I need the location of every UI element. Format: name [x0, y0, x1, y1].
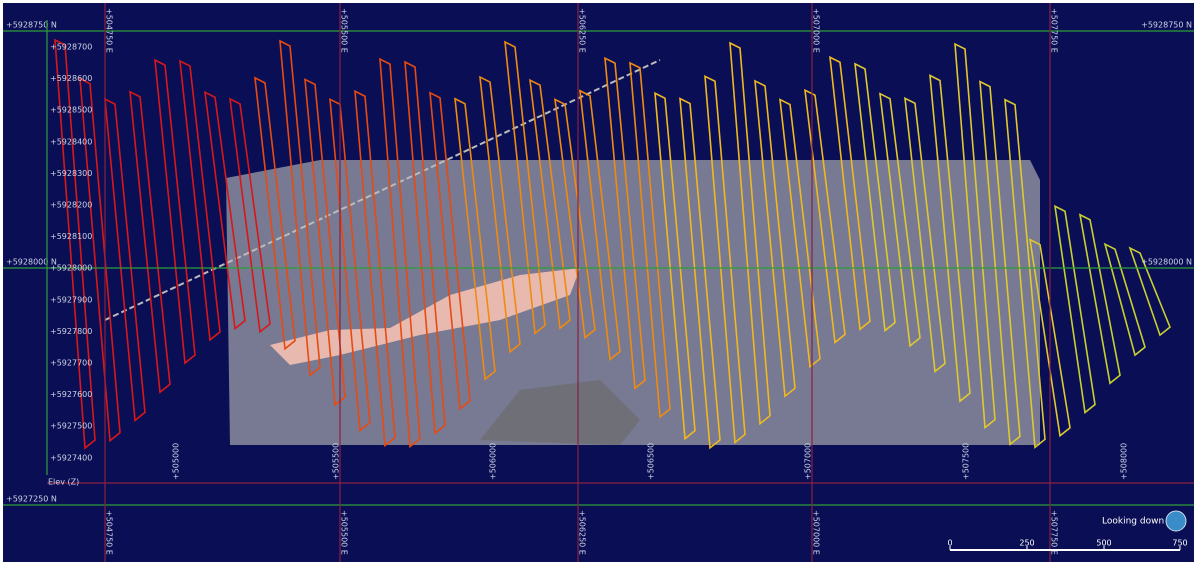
north-minor-label: +5927600: [50, 390, 92, 399]
survey-line: [954, 42, 996, 430]
scale-label: 750: [1172, 539, 1187, 548]
survey-line: [429, 91, 471, 411]
east-label: +505500 E: [340, 510, 349, 555]
east-minor-label: +506000: [489, 443, 498, 480]
survey-line: [229, 97, 271, 334]
survey-line: [129, 90, 171, 394]
survey-line: [754, 79, 796, 398]
east-label: +507000 E: [812, 510, 821, 555]
east-label: +507750 E: [1050, 510, 1059, 555]
north-minor-label: +5927900: [50, 295, 92, 304]
survey-line: [354, 89, 396, 448]
north-minor-label: +5928300: [50, 169, 92, 178]
east-label: +505500 E: [340, 8, 349, 53]
survey-line: [79, 77, 121, 443]
east-label: +507750 E: [1050, 8, 1059, 53]
north-label: +5928750 N: [1141, 21, 1192, 30]
traverse: [104, 59, 661, 321]
survey-line: [654, 91, 696, 441]
east-minor-label: +507500: [962, 443, 971, 480]
survey-line: [329, 97, 371, 433]
survey-line: [454, 97, 496, 381]
north-label: +5928000 N: [1141, 258, 1192, 267]
east-minor-label: +508000: [1120, 443, 1129, 480]
survey-line: [729, 41, 771, 426]
survey-line: [279, 39, 321, 377]
east-label: +504750 E: [105, 8, 114, 53]
north-minor-label: +5928600: [50, 74, 92, 83]
compass[interactable]: [1165, 510, 1187, 532]
north-minor-label: +5928100: [50, 232, 92, 241]
north-minor-label: +5928000: [50, 264, 92, 273]
survey-line: [154, 58, 196, 365]
east-label: +507000 E: [812, 8, 821, 53]
survey-line: [879, 92, 921, 348]
survey-line: [1128, 246, 1171, 337]
north-minor-label: +5927400: [50, 453, 92, 462]
survey-line: [554, 98, 596, 340]
survey-line: [629, 61, 671, 419]
north-label: +5928750 N: [6, 21, 57, 30]
terrain-shadow: [480, 380, 640, 445]
survey-line: [704, 74, 746, 445]
north-minor-label: +5928500: [50, 106, 92, 115]
survey-line: [854, 62, 896, 333]
survey-line: [254, 76, 296, 351]
survey-line: [504, 40, 546, 335]
survey-line: [54, 38, 96, 450]
survey-line: [929, 74, 971, 403]
east-minor-label: +505000: [172, 443, 181, 480]
north-minor-label: +5928400: [50, 137, 92, 146]
survey-line: [1004, 98, 1046, 449]
scale-label: 500: [1096, 539, 1111, 548]
survey-line: [1078, 213, 1121, 385]
east-minor-label: +505500: [332, 443, 341, 480]
survey-line: [479, 75, 521, 354]
east-label: +506250 E: [578, 8, 587, 53]
elev-label: Elev (Z): [48, 478, 79, 487]
scale-label: 250: [1019, 539, 1034, 548]
north-minor-label: +5927700: [50, 359, 92, 368]
north-minor-label: +5928700: [50, 43, 92, 52]
north-minor-label: +5927800: [50, 327, 92, 336]
survey-line: [979, 80, 1021, 446]
north-label: +5927250 N: [6, 495, 57, 504]
survey-line: [679, 97, 721, 450]
survey-line: [904, 96, 946, 374]
east-label: +504750 E: [105, 510, 114, 555]
survey-line: [104, 97, 146, 422]
survey-line: [829, 55, 871, 331]
east-minor-label: +507000: [804, 443, 813, 480]
east-minor-label: +506500: [647, 443, 656, 480]
east-label: +506250 E: [578, 510, 587, 555]
north-minor-label: +5927500: [50, 422, 92, 431]
survey-line: [1053, 204, 1096, 414]
survey-line: [204, 90, 246, 331]
survey-line: [604, 56, 646, 390]
survey-line: [179, 59, 221, 342]
survey-line: [379, 57, 421, 449]
survey-line: [404, 60, 446, 435]
north-label: +5928000 N: [6, 258, 57, 267]
survey-line: [529, 78, 571, 330]
north-minor-label: +5928200: [50, 201, 92, 210]
scale-label: 0: [947, 539, 952, 548]
survey-line: [779, 98, 821, 369]
survey-line: [1103, 242, 1146, 357]
survey-line: [579, 89, 621, 361]
view-label: Looking down: [1102, 517, 1164, 527]
survey-line: [304, 78, 346, 407]
